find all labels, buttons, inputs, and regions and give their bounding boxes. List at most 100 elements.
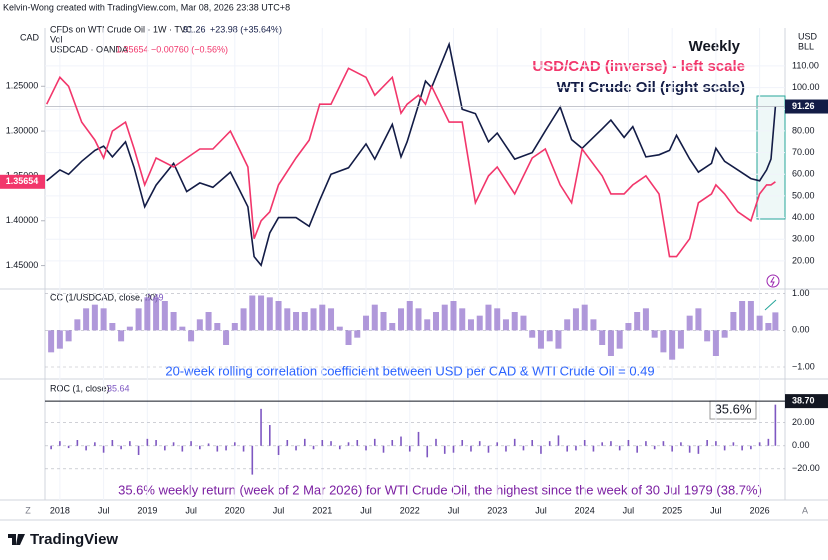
- bar: [242, 445, 245, 452]
- x-tick-label: 2020: [225, 505, 245, 515]
- y2-tick-label: 80.00: [792, 125, 815, 135]
- x-tick-label: 2023: [487, 505, 507, 515]
- bar: [610, 441, 612, 446]
- bar: [772, 312, 779, 331]
- price-tag: [0, 174, 45, 189]
- bar: [301, 312, 308, 331]
- bar: [365, 445, 367, 451]
- y2-tick-label: 60.00: [792, 169, 815, 179]
- bar: [730, 312, 737, 331]
- bar: [293, 312, 300, 331]
- bar: [642, 308, 649, 331]
- y2-axis-unit: USD: [798, 31, 818, 41]
- bar: [94, 442, 96, 446]
- highlight-box: [756, 95, 786, 220]
- legend-change: +23.98 (+35.64%): [210, 24, 282, 34]
- y2-tick-label: 100.00: [792, 82, 820, 92]
- bar: [671, 445, 673, 452]
- bar: [336, 326, 343, 331]
- bar: [74, 319, 81, 331]
- bar: [732, 442, 735, 446]
- bar: [373, 438, 376, 446]
- bar: [312, 445, 315, 450]
- bar: [67, 445, 70, 449]
- bar: [590, 319, 597, 331]
- bar: [153, 297, 160, 331]
- x-tick-label: Jul: [710, 505, 722, 515]
- bar: [50, 445, 52, 450]
- bar: [249, 295, 256, 331]
- bar: [520, 315, 527, 331]
- bar: [432, 312, 439, 331]
- bar: [417, 431, 420, 446]
- bar: [581, 304, 588, 331]
- bar: [599, 330, 606, 345]
- bar: [502, 319, 509, 331]
- bar: [354, 330, 361, 338]
- bar: [680, 442, 682, 446]
- annotation: 35.6%: [715, 401, 752, 416]
- bar: [223, 330, 230, 345]
- bar: [721, 330, 728, 338]
- axis-control[interactable]: Z: [25, 505, 31, 515]
- bar: [625, 323, 632, 331]
- x-tick-label: 2026: [750, 505, 770, 515]
- bar: [723, 445, 726, 451]
- axis-control[interactable]: A: [802, 505, 808, 515]
- bar: [155, 440, 157, 446]
- x-tick-label: Jul: [360, 505, 372, 515]
- series-line: [45, 67, 776, 258]
- legend-value: 1.35654: [116, 44, 149, 54]
- legend-label: ROC (1, close): [50, 383, 110, 393]
- bar: [266, 297, 273, 331]
- bar: [424, 319, 431, 331]
- bar: [258, 295, 265, 331]
- legend-label: CFDs on WTI Crude Oil · 1W · TVC: [50, 24, 193, 34]
- bar: [172, 442, 175, 446]
- bar: [756, 315, 763, 331]
- bar: [476, 315, 483, 331]
- legend-value: 91.26: [183, 24, 206, 34]
- bar: [607, 330, 614, 356]
- bar: [712, 330, 719, 356]
- legend-label: Vol: [50, 34, 63, 44]
- bar: [487, 445, 490, 453]
- y2-tick-label: 30.00: [792, 234, 815, 244]
- bar: [321, 440, 324, 446]
- bar: [48, 330, 55, 353]
- bar: [275, 301, 282, 331]
- bar: [531, 440, 534, 446]
- bar: [450, 301, 457, 331]
- bar: [146, 438, 149, 446]
- bar: [199, 445, 201, 450]
- bar: [616, 330, 623, 349]
- bar: [56, 330, 63, 349]
- bar: [645, 441, 647, 446]
- y-tick-label: 0.00: [792, 440, 810, 450]
- bar: [126, 326, 133, 331]
- bar: [572, 308, 579, 331]
- y2-tick-label: 40.00: [792, 212, 815, 222]
- bar: [251, 445, 254, 475]
- alert-icon[interactable]: [766, 274, 780, 288]
- bar: [470, 445, 472, 452]
- bar: [686, 315, 693, 331]
- bar: [660, 330, 667, 353]
- bar: [179, 326, 186, 331]
- price-tag-label: 1.35654: [6, 176, 39, 186]
- bar: [109, 323, 116, 331]
- x-tick-label: 2018: [50, 505, 70, 515]
- bar: [452, 445, 455, 453]
- x-tick-label: 2022: [400, 505, 420, 515]
- bar: [347, 442, 350, 446]
- bar: [268, 425, 271, 446]
- bar: [356, 440, 359, 446]
- bar: [741, 445, 743, 451]
- bar: [319, 304, 326, 331]
- bar: [564, 319, 571, 331]
- bar: [120, 445, 122, 450]
- bar: [583, 440, 586, 446]
- bar: [765, 323, 772, 331]
- bar: [91, 304, 98, 331]
- bar: [662, 441, 665, 446]
